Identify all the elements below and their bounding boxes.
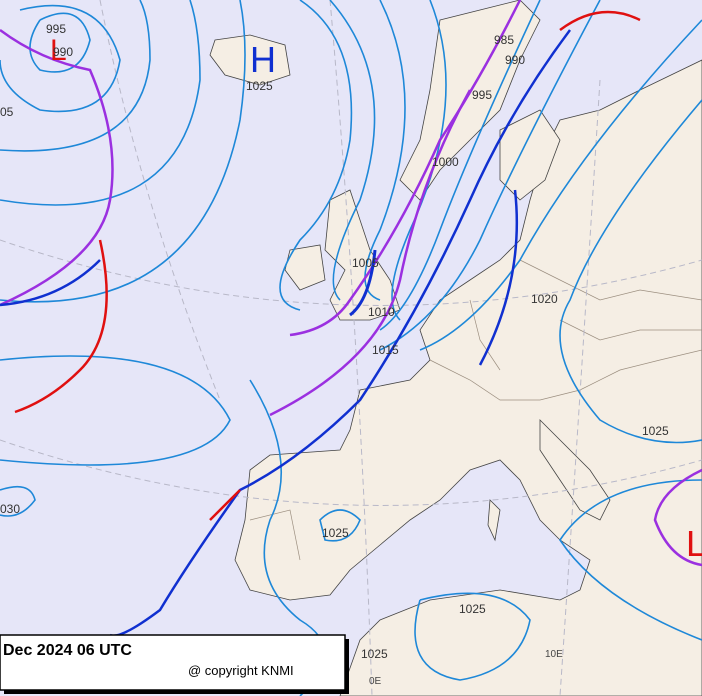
isobar-label: 1015: [372, 343, 399, 357]
caption-box: [0, 634, 346, 691]
isobar-label: 1020: [531, 292, 558, 306]
caption-copyright: @ copyright KNMI: [188, 663, 294, 678]
fronts: [0, 0, 702, 637]
pressure-center: H: [250, 39, 276, 80]
isobar-label: 990: [53, 45, 73, 59]
isobar-label: 1005: [352, 256, 379, 270]
isobar-label: 995: [472, 88, 492, 102]
longitude-label: 0E: [369, 676, 382, 687]
isobar-label: 1025: [322, 526, 349, 540]
isobar-label: 030: [0, 502, 20, 516]
isobar-label: 985: [494, 33, 514, 47]
isobar-label: 1025: [246, 79, 273, 93]
isobar-label: 1025: [459, 602, 486, 616]
isobar-label: 1025: [361, 647, 388, 661]
isobar-label: 995: [46, 22, 66, 36]
pressure-center: L: [686, 523, 702, 564]
caption-date: Dec 2024 06 UTC: [3, 642, 132, 659]
isobar-label: 1025: [642, 424, 669, 438]
isobar-label: 990: [505, 53, 525, 67]
isobar-label: 1000: [432, 155, 459, 169]
pressure-center: L: [50, 34, 67, 67]
isobar-label: 05: [0, 105, 14, 119]
land: [209, 0, 702, 696]
labels: L HL9959901025059859909951000100510101015…: [0, 22, 702, 687]
isobar-label: 1010: [368, 305, 395, 319]
longitude-label: 10E: [545, 649, 563, 660]
